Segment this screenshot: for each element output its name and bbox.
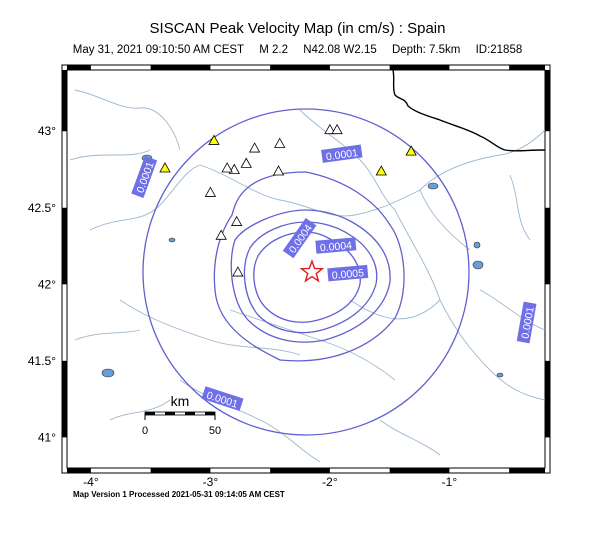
scale-bar-unit: km xyxy=(171,393,190,409)
station-triangle-icon xyxy=(208,134,220,145)
scale-bar-end: 50 xyxy=(209,425,221,437)
stations xyxy=(159,123,417,277)
station-triangle-icon xyxy=(240,157,252,168)
station-triangle-icon xyxy=(221,162,233,173)
station-triangle-icon xyxy=(232,266,244,277)
contour-0001 xyxy=(142,108,470,436)
scale-bar-start: 0 xyxy=(142,425,148,437)
map-title: SISCAN Peak Velocity Map (in cm/s) : Spa… xyxy=(149,20,446,37)
y-tick-label: 41.5° xyxy=(28,354,56,368)
event-datetime: May 31, 2021 09:10:50 AM CEST xyxy=(72,44,245,56)
station-triangle-icon xyxy=(405,145,417,156)
event-magnitude: M 2.2 xyxy=(259,44,289,56)
contour-label: 0.0001 xyxy=(321,144,363,163)
scale-bar: km 0 50 xyxy=(142,393,221,437)
y-axis-ticks: 43° 42.5° 42° 41.5° 41° xyxy=(28,124,56,444)
pgv-contours xyxy=(142,108,470,436)
y-tick-label: 43° xyxy=(38,124,56,138)
contour-0002 xyxy=(213,171,405,362)
station-triangle-icon xyxy=(375,165,387,176)
map-subtitle: May 31, 2021 09:10:50 AM CEST M 2.2 N42.… xyxy=(0,44,595,56)
x-tick-label: -2° xyxy=(322,475,338,489)
map-footer: Map Version 1 Processed 2021-05-31 09:14… xyxy=(73,490,285,499)
svg-text:0.0004: 0.0004 xyxy=(319,240,352,255)
station-triangle-icon xyxy=(272,165,285,176)
station-triangle-icon xyxy=(159,162,171,173)
station-triangle-icon xyxy=(215,229,227,240)
contour-0004 xyxy=(243,221,378,334)
y-tick-label: 41° xyxy=(38,430,56,444)
x-tick-label: -1° xyxy=(442,475,458,489)
svg-text:0.0001: 0.0001 xyxy=(325,147,359,163)
event-location: N42.08 W2.15 xyxy=(303,44,377,56)
station-triangle-icon xyxy=(204,186,217,197)
svg-text:0.0001: 0.0001 xyxy=(519,306,536,340)
contour-label: 0.0005 xyxy=(327,264,369,282)
y-tick-label: 42.5° xyxy=(28,201,56,215)
epicenter-star-icon xyxy=(299,259,325,283)
event-depth: Depth: 7.5km xyxy=(391,44,461,56)
station-triangle-icon xyxy=(274,137,286,148)
contour-label: 0.0004 xyxy=(315,237,357,255)
station-triangle-icon xyxy=(248,142,261,153)
x-tick-label: -3° xyxy=(203,475,219,489)
x-axis-ticks: -4° -3° -2° -1° xyxy=(83,475,457,489)
x-tick-label: -4° xyxy=(83,475,99,489)
station-triangle-icon xyxy=(324,123,336,135)
contour-0003 xyxy=(230,209,391,343)
svg-text:0.0005: 0.0005 xyxy=(331,267,364,282)
national-border xyxy=(392,69,546,152)
y-tick-label: 42° xyxy=(38,277,56,291)
event-id: ID:21858 xyxy=(475,44,523,56)
station-triangle-icon xyxy=(331,123,343,135)
station-triangle-icon xyxy=(231,215,243,226)
contour-label: 0.0001 xyxy=(516,301,537,344)
